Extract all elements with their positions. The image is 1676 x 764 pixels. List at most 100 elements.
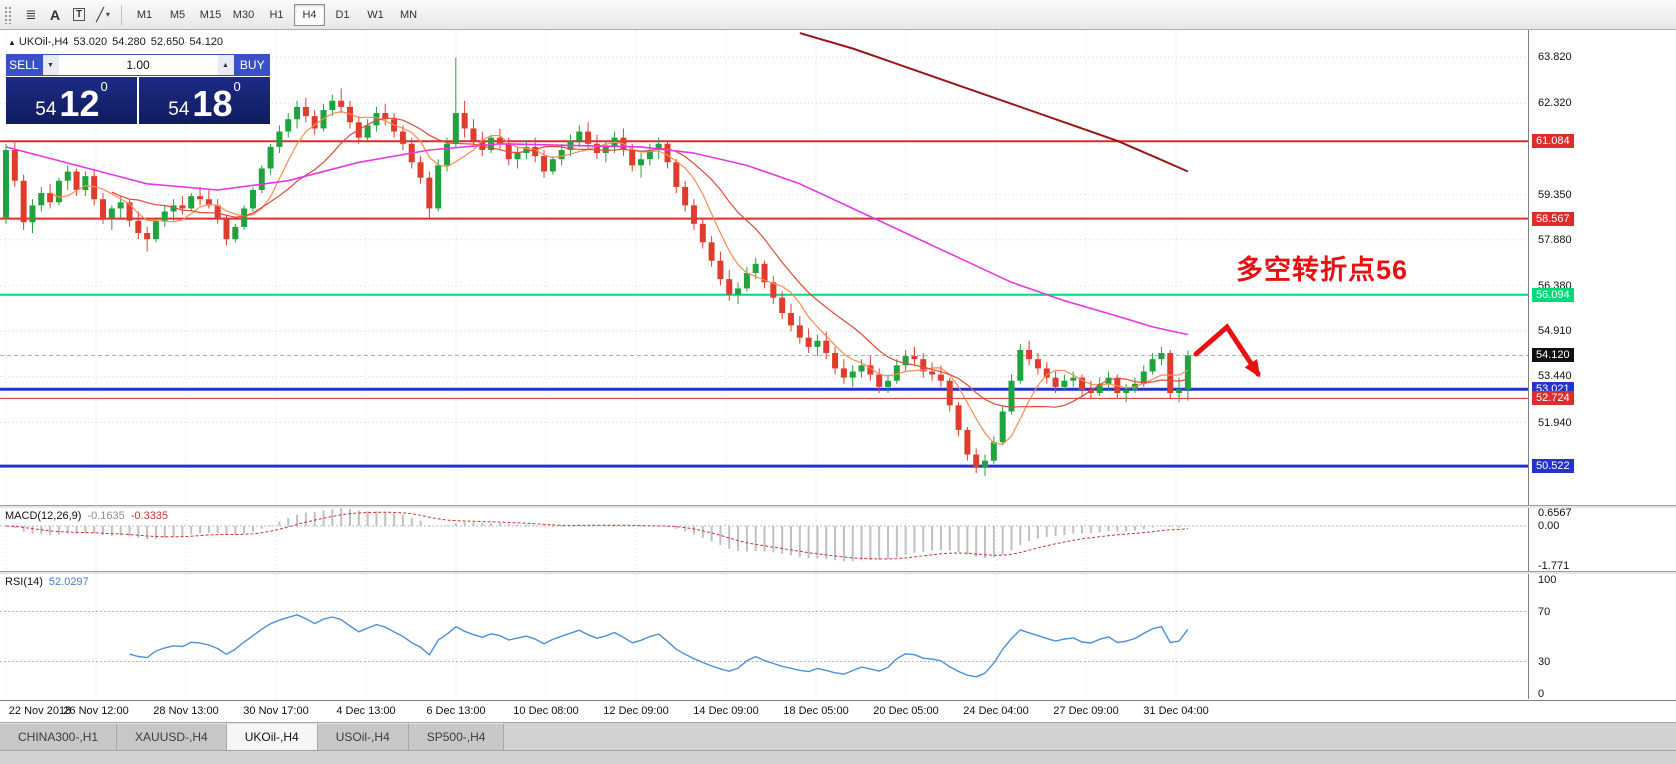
chart-tab-xauusd-h4[interactable]: XAUUSD-,H4 bbox=[117, 723, 227, 750]
price-axis-tick: 62.320 bbox=[1538, 97, 1572, 110]
timeframe-button-m1[interactable]: M1 bbox=[136, 8, 153, 21]
buy-price-pips: 18 bbox=[192, 83, 233, 124]
price-axis-tick: 51.940 bbox=[1538, 416, 1572, 429]
macd-main-value: -0.1635 bbox=[87, 510, 125, 522]
macd-pane[interactable]: MACD(12,26,9) -0.1635 -0.3335 bbox=[0, 508, 1676, 571]
buy-price-sup: 0 bbox=[233, 79, 241, 94]
timeframe-button-m5[interactable]: M5 bbox=[169, 8, 186, 21]
price-level-badge: 58.567 bbox=[1532, 211, 1574, 226]
time-axis-label: 4 Dec 13:00 bbox=[336, 705, 396, 717]
chart-tab-sp500-h4[interactable]: SP500-,H4 bbox=[408, 723, 505, 750]
rsi-axis-label: 100 bbox=[1538, 574, 1557, 586]
time-axis[interactable]: 22 Nov 2018 26 Nov 12:00 28 Nov 13:00 30 No… bbox=[0, 700, 1676, 722]
label-tool-glyph: T bbox=[72, 8, 86, 21]
cursor-lines-icon[interactable]: ≣ bbox=[25, 6, 37, 22]
chart-annotation-text: 多空转折点56 bbox=[1236, 255, 1409, 285]
time-axis-label: 6 Dec 13:00 bbox=[426, 705, 486, 717]
rsi-axis-label: 70 bbox=[1538, 605, 1551, 618]
pane-splitter[interactable] bbox=[0, 505, 1676, 508]
toolbar: ≣ A T ╱ ▾ M1 M5 M15 M30 H1 H4 D1 W1 MN bbox=[0, 0, 1676, 30]
time-axis-label: 10 Dec 08:00 bbox=[513, 705, 579, 717]
symbol-name: UKOil-,H4 bbox=[18, 36, 69, 48]
price-axis-tick: 54.910 bbox=[1538, 325, 1572, 338]
price-level-badge: 56.094 bbox=[1532, 287, 1574, 302]
volume-decrease-button[interactable]: ▼ bbox=[42, 55, 59, 75]
sell-button[interactable]: SELL bbox=[6, 54, 42, 76]
draw-tool-icon[interactable]: ╱ ▾ bbox=[91, 4, 115, 26]
volume-increase-button[interactable]: ▲ bbox=[217, 55, 234, 75]
rsi-label: RSI(14) bbox=[5, 576, 43, 588]
chart-symbol-ohlc: ▲ UKOil-,H4 53.020 54.280 52.650 54.120 bbox=[8, 36, 228, 48]
time-axis-label: 31 Dec 04:00 bbox=[1143, 705, 1209, 717]
buy-price-big: 54 bbox=[168, 99, 190, 120]
chart-tab-china300-h1[interactable]: CHINA300-,H1 bbox=[0, 723, 118, 750]
macd-axis-label: 0.6567 bbox=[1538, 507, 1572, 519]
rsi-pane[interactable]: RSI(14) 52.0297 bbox=[0, 574, 1676, 699]
timeframe-button-h1[interactable]: H1 bbox=[269, 8, 284, 21]
buy-button[interactable]: BUY bbox=[234, 54, 270, 76]
macd-axis-label: 0.00 bbox=[1538, 520, 1560, 532]
main-chart-pane[interactable]: ▲ UKOil-,H4 53.020 54.280 52.650 54.120 SELL … bbox=[0, 30, 1676, 505]
price-level-badge: 52.724 bbox=[1532, 391, 1574, 406]
time-axis-label: 20 Dec 05:00 bbox=[873, 705, 939, 717]
rsi-axis-label: 30 bbox=[1538, 655, 1551, 668]
timeframe-button-d1[interactable]: D1 bbox=[335, 8, 350, 21]
label-tool-icon[interactable]: T bbox=[67, 4, 91, 26]
volume-control: ▼ ▲ bbox=[41, 54, 235, 76]
price-axis-tick: 53.440 bbox=[1538, 370, 1572, 383]
sell-price-big: 54 bbox=[35, 99, 57, 120]
volume-input[interactable] bbox=[58, 55, 218, 75]
one-click-collapse-icon[interactable]: ▲ bbox=[8, 38, 16, 47]
draw-tool-glyph: ╱ bbox=[96, 6, 104, 22]
status-bar bbox=[0, 750, 1676, 764]
text-tool-icon[interactable]: A bbox=[49, 6, 61, 23]
timeframe-button-w1[interactable]: W1 bbox=[367, 8, 384, 21]
rsi-value: 52.0297 bbox=[48, 576, 89, 588]
time-axis-label: 22 Nov 2018 bbox=[8, 705, 72, 717]
macd-label: MACD(12,26,9) bbox=[5, 510, 82, 522]
macd-chart[interactable] bbox=[0, 508, 1528, 571]
current-price-badge: 54.120 bbox=[1532, 348, 1574, 363]
macd-signal-value: -0.3335 bbox=[130, 510, 169, 522]
buy-price-button[interactable]: 54 18 0 bbox=[139, 77, 270, 124]
time-axis-label: 14 Dec 09:00 bbox=[693, 705, 759, 717]
timeframe-group: M1 M5 M15 M30 H1 H4 D1 W1 MN bbox=[128, 3, 425, 26]
ohlc-high: 54.280 bbox=[112, 36, 146, 48]
time-axis-label: 30 Nov 17:00 bbox=[243, 705, 309, 717]
price-axis-tick: 59.350 bbox=[1538, 188, 1572, 201]
price-level-badge: 50.522 bbox=[1532, 459, 1574, 474]
price-level-badge: 61.084 bbox=[1532, 134, 1574, 149]
chart-tab-ukoil-h4[interactable]: UKOil-,H4 bbox=[226, 723, 318, 750]
timeframe-button-h4[interactable]: H4 bbox=[294, 3, 325, 26]
sell-price-pips: 12 bbox=[59, 83, 100, 124]
ohlc-open: 53.020 bbox=[73, 36, 108, 48]
time-axis-label: 24 Dec 04:00 bbox=[963, 705, 1029, 717]
time-axis-label: 18 Dec 05:00 bbox=[783, 705, 849, 717]
price-axis-tick: 63.820 bbox=[1538, 51, 1572, 64]
pane-splitter[interactable] bbox=[0, 571, 1676, 574]
timeframe-button-m15[interactable]: M15 bbox=[199, 8, 222, 21]
time-axis-label: 27 Dec 09:00 bbox=[1053, 705, 1119, 717]
time-axis-label: 28 Nov 13:00 bbox=[153, 705, 219, 717]
rsi-axis-label: 0 bbox=[1538, 688, 1545, 700]
macd-axis-label: -1.771 bbox=[1538, 559, 1570, 572]
price-axis-tick: 57.880 bbox=[1538, 233, 1572, 246]
toolbar-separator bbox=[121, 4, 122, 25]
rsi-chart[interactable] bbox=[0, 574, 1528, 699]
time-axis-label: 12 Dec 09:00 bbox=[603, 705, 669, 717]
price-axis[interactable]: 63.820 62.320 59.350 57.880 56.380 54.910 53.4… bbox=[1528, 30, 1676, 700]
sell-price-button[interactable]: 54 12 0 bbox=[6, 77, 137, 124]
chevron-down-icon: ▾ bbox=[105, 10, 110, 19]
ohlc-close: 54.120 bbox=[189, 36, 224, 48]
timeframe-button-mn[interactable]: MN bbox=[399, 8, 418, 21]
chart-tab-bar: CHINA300-,H1 XAUUSD-,H4 UKOil-,H4 USOil-,H4… bbox=[0, 722, 1676, 750]
ohlc-low: 52.650 bbox=[150, 36, 185, 48]
candlestick-chart[interactable] bbox=[0, 30, 1528, 505]
chart-tab-usoil-h4[interactable]: USOil-,H4 bbox=[317, 723, 409, 750]
rsi-label-row: RSI(14) 52.0297 bbox=[5, 576, 95, 588]
macd-label-row: MACD(12,26,9) -0.1635 -0.3335 bbox=[5, 510, 174, 522]
timeframe-button-m30[interactable]: M30 bbox=[232, 8, 255, 21]
toolbar-grip[interactable] bbox=[4, 5, 13, 24]
